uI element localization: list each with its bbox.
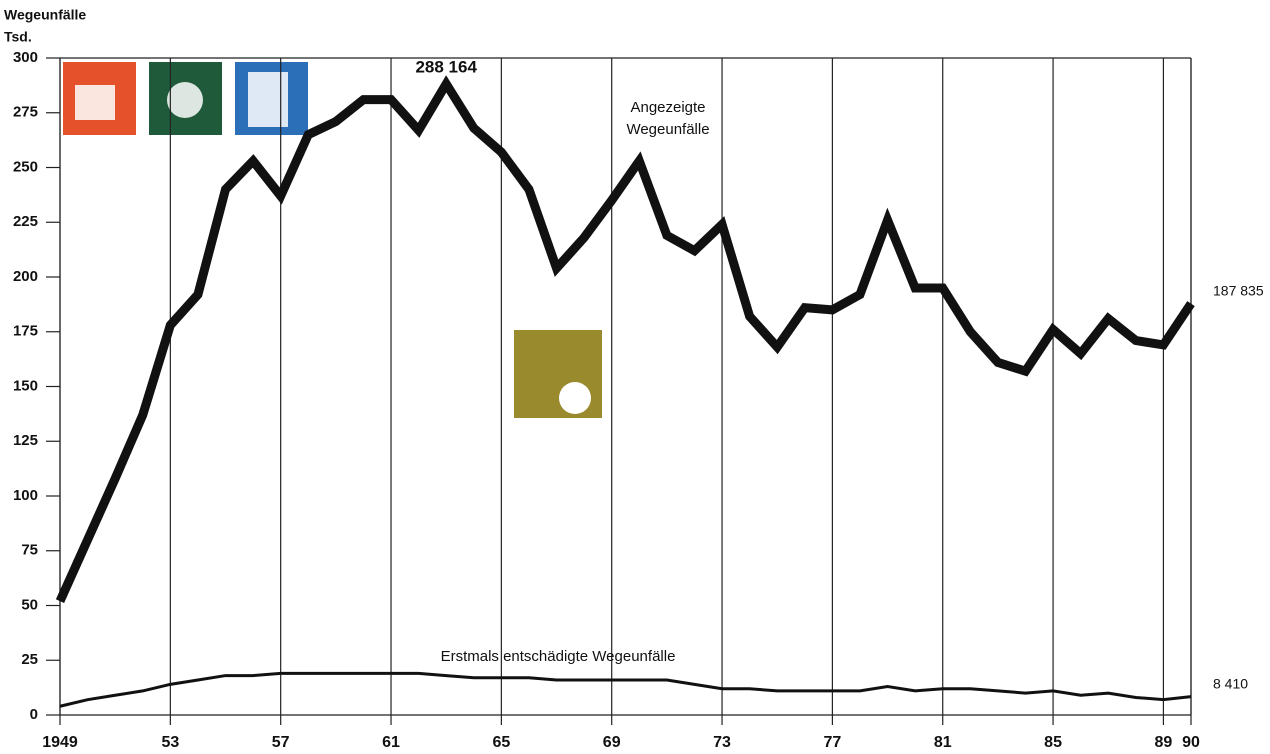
series-line (59, 671, 1192, 708)
x-tick-label: 90 (1182, 734, 1200, 751)
x-tick-label: 53 (161, 734, 179, 751)
icons (63, 62, 602, 418)
y-tick-label: 0 (30, 706, 38, 723)
y-tick-label: 300 (13, 49, 38, 66)
y-tick-label: 100 (13, 487, 38, 504)
y-tick-label: 275 (13, 104, 38, 121)
y-tick-label: 200 (13, 268, 38, 285)
series-label: Angezeigte Wegeunfälle (626, 99, 709, 138)
icon-industry-art (75, 85, 115, 120)
y-tick-label: 75 (21, 542, 38, 559)
value-label: 187 835 (1213, 282, 1264, 298)
y-tick-label: 250 (13, 158, 38, 175)
y-tick-label: 150 (13, 377, 38, 394)
value-label: 8 410 (1213, 675, 1248, 691)
y-axis-title: Tsd. (4, 29, 32, 45)
x-tick-label: 69 (603, 734, 621, 751)
x-tick-label: 85 (1044, 734, 1062, 751)
x-tick-label: 57 (272, 734, 290, 751)
y-tick-label: 225 (13, 213, 38, 230)
x-tick-label: 73 (713, 734, 731, 751)
value-label: 288 164 (415, 57, 477, 76)
y-tick-label: 175 (13, 323, 38, 340)
series-label: Erstmals entschädigte Wegeunfälle (441, 648, 676, 665)
y-tick-label: 25 (21, 651, 38, 668)
icon-office-art (248, 72, 288, 127)
x-tick-label: 1949 (42, 734, 78, 751)
icon-car-wheel (559, 382, 591, 414)
x-tick-label: 81 (934, 734, 952, 751)
x-tick-label: 77 (823, 734, 841, 751)
series-line (55, 75, 1195, 603)
x-tick-label: 89 (1155, 734, 1173, 751)
x-tick-label: 61 (382, 734, 400, 751)
x-tick-label: 65 (492, 734, 510, 751)
y-tick-label: 125 (13, 432, 38, 449)
y-tick-label: 50 (21, 596, 38, 613)
y-axis-title: Wegeunfälle (4, 7, 86, 23)
icon-agriculture-art (167, 82, 203, 118)
